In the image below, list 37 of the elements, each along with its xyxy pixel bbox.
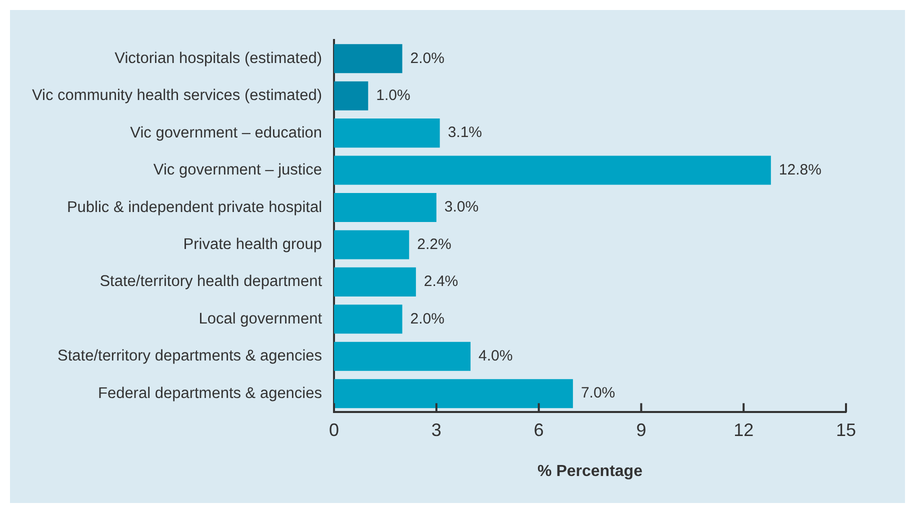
x-tick-label: 12 bbox=[734, 420, 754, 440]
data-label: 1.0% bbox=[376, 86, 410, 104]
y-tick-label: Federal departments & agencies bbox=[98, 384, 322, 402]
y-tick-label: State/territory health department bbox=[100, 273, 323, 290]
data-label: 2.0% bbox=[410, 50, 444, 67]
x-tick-label: 6 bbox=[534, 420, 544, 440]
bar bbox=[334, 304, 402, 334]
y-tick-label: Private health group bbox=[183, 236, 322, 253]
y-tick-label: State/territory departments & agencies bbox=[58, 348, 322, 365]
bar bbox=[334, 267, 416, 296]
data-label: 2.4% bbox=[424, 273, 458, 290]
bar bbox=[334, 342, 471, 371]
x-axis-title: % Percentage bbox=[538, 462, 643, 480]
y-tick-label: Vic community health services (estimated) bbox=[32, 87, 322, 104]
bar bbox=[334, 379, 573, 408]
y-tick-label: Vic government – education bbox=[130, 124, 322, 142]
data-label: 2.2% bbox=[417, 236, 452, 253]
bar bbox=[334, 156, 771, 185]
bar bbox=[334, 44, 402, 74]
x-tick-label: 0 bbox=[329, 420, 340, 440]
y-tick-label: Vic government – justice bbox=[153, 162, 322, 179]
data-label: 3.0% bbox=[444, 198, 479, 216]
bar bbox=[334, 230, 410, 260]
bar bbox=[334, 118, 440, 148]
data-label: 3.1% bbox=[448, 124, 482, 142]
x-tick-label: 15 bbox=[836, 420, 856, 440]
data-label: 4.0% bbox=[478, 348, 513, 365]
y-tick-label: Public & independent private hospital bbox=[66, 198, 322, 216]
data-label: 2.0% bbox=[410, 310, 444, 328]
bar bbox=[334, 192, 436, 222]
bar bbox=[334, 81, 368, 110]
x-tick-label: 3 bbox=[431, 420, 442, 440]
y-tick-label: Victorian hospitals (estimated) bbox=[114, 50, 322, 67]
data-label: 12.8% bbox=[778, 161, 822, 178]
x-tick-label: 9 bbox=[636, 420, 646, 440]
data-label: 7.0% bbox=[580, 384, 616, 402]
y-tick-label: Local government bbox=[198, 310, 323, 328]
